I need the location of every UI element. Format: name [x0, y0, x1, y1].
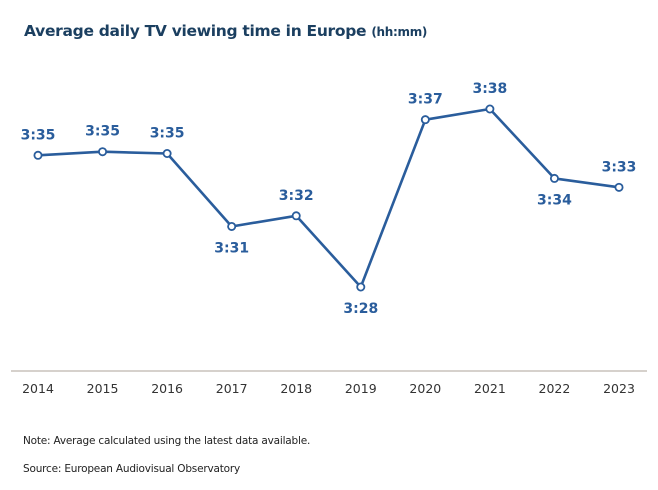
x-tick-label: 2022	[539, 381, 571, 396]
chart-title-unit: (hh:mm)	[371, 25, 428, 39]
line-chart: 2014 2015 2016 2017 2018 2019 2020 2021 2022 2023…	[11, 81, 647, 396]
data-label: 3:38	[472, 81, 507, 97]
data-label: 3:35	[85, 124, 120, 140]
x-tick-label: 2020	[409, 381, 441, 396]
note-text: Note: Average calculated using the lates…	[23, 435, 311, 447]
data-point	[614, 182, 624, 192]
data-point	[485, 104, 495, 114]
data-point	[420, 115, 430, 125]
data-label: 3:34	[537, 192, 572, 208]
x-tick-label: 2021	[474, 381, 506, 396]
data-point	[549, 173, 559, 183]
x-tick-label: 2016	[151, 381, 183, 396]
source-text: Source: European Audiovisual Observatory	[23, 463, 240, 475]
data-label: 3:35	[150, 126, 185, 142]
data-label: 3:31	[214, 240, 249, 256]
x-tick-label: 2014	[22, 381, 54, 396]
data-points	[33, 104, 624, 292]
x-tick-label: 2019	[345, 381, 377, 396]
x-tick-label: 2017	[216, 381, 248, 396]
x-tick-label: 2023	[603, 381, 635, 396]
chart-title: Average daily TV viewing time in Europe …	[24, 22, 427, 40]
data-label: 3:32	[279, 188, 314, 204]
data-label: 3:37	[408, 92, 443, 108]
x-tick-labels: 2014 2015 2016 2017 2018 2019 2020 2021 2022 2023	[22, 381, 635, 396]
data-point	[291, 211, 301, 221]
data-point	[33, 150, 43, 160]
x-tick-label: 2018	[280, 381, 312, 396]
data-labels: 3:35 3:35 3:35 3:31 3:32 3:28 3:37 3:38 3:34 3:33	[21, 81, 637, 317]
data-point	[98, 147, 108, 157]
chart-title-text: Average daily TV viewing time in Europe	[24, 22, 367, 40]
data-point	[356, 282, 366, 292]
data-label: 3:35	[21, 127, 56, 143]
data-point	[227, 221, 237, 231]
data-label: 3:33	[602, 159, 637, 175]
x-tick-label: 2015	[87, 381, 119, 396]
data-label: 3:28	[343, 301, 378, 317]
series-line	[37, 107, 620, 289]
data-point	[162, 148, 172, 158]
